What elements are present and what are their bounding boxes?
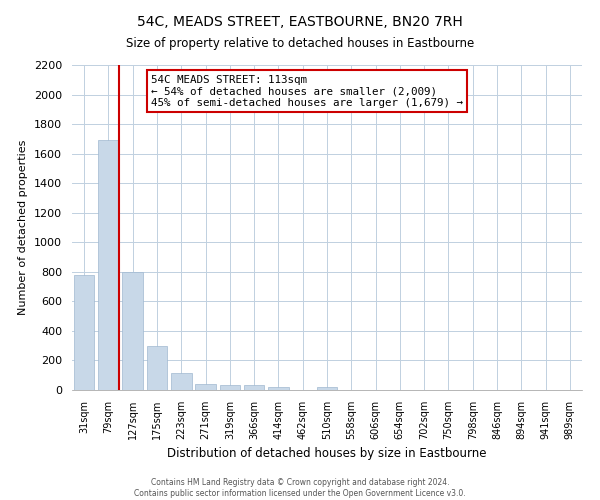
Bar	[122, 272, 143, 390]
Text: 54C, MEADS STREET, EASTBOURNE, BN20 7RH: 54C, MEADS STREET, EASTBOURNE, BN20 7RH	[137, 15, 463, 29]
Text: 54C MEADS STREET: 113sqm
← 54% of detached houses are smaller (2,009)
45% of sem: 54C MEADS STREET: 113sqm ← 54% of detach…	[151, 74, 463, 108]
Text: Contains HM Land Registry data © Crown copyright and database right 2024.
Contai: Contains HM Land Registry data © Crown c…	[134, 478, 466, 498]
Bar	[98, 140, 119, 390]
Y-axis label: Number of detached properties: Number of detached properties	[19, 140, 28, 315]
Bar	[220, 385, 240, 390]
X-axis label: Distribution of detached houses by size in Eastbourne: Distribution of detached houses by size …	[167, 448, 487, 460]
Bar	[195, 384, 216, 390]
Bar	[268, 387, 289, 390]
Bar	[74, 275, 94, 390]
Text: Size of property relative to detached houses in Eastbourne: Size of property relative to detached ho…	[126, 38, 474, 51]
Bar	[171, 373, 191, 390]
Bar	[146, 346, 167, 390]
Bar	[244, 385, 265, 390]
Bar	[317, 387, 337, 390]
